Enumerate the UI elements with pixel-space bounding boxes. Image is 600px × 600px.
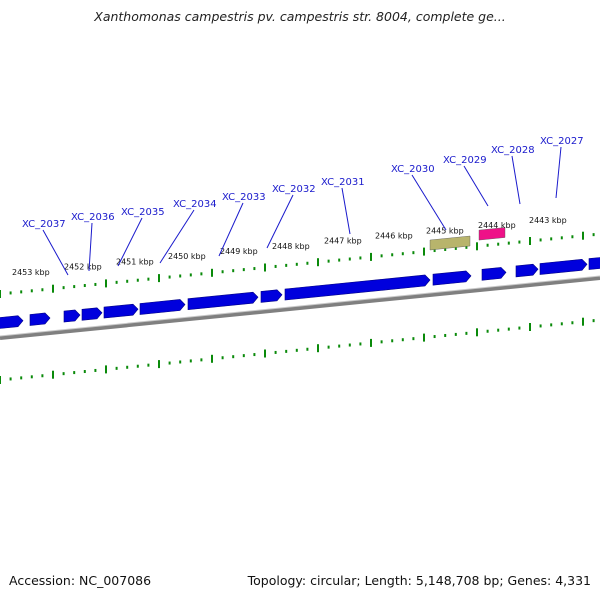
scale-label: 2452 kbp <box>64 263 102 272</box>
gene-arrow <box>0 315 24 329</box>
gene-label: XC_2029 <box>443 155 487 166</box>
gene-label: XC_2033 <box>222 192 266 203</box>
gene-leader-line <box>159 209 195 264</box>
gene-leader-line <box>411 174 447 231</box>
gene-leader-line <box>88 222 93 272</box>
scale-label: 2443 kbp <box>529 216 567 225</box>
gene-arrow <box>539 258 588 275</box>
gene-leader-line <box>463 165 489 207</box>
gene-leader-line <box>555 146 562 199</box>
gene-arrow <box>81 307 103 321</box>
gene-arrow <box>481 267 507 281</box>
scale-label: 2450 kbp <box>168 252 206 261</box>
gene-leader-line <box>117 217 143 267</box>
gene-leader-line <box>341 187 351 235</box>
gene-arrow <box>515 263 539 278</box>
gene-label: XC_2030 <box>391 164 435 175</box>
gene-arrow <box>63 309 81 323</box>
gene-label: XC_2034 <box>173 199 217 210</box>
scale-label: 2451 kbp <box>116 257 154 266</box>
backbone-highlight <box>0 275 600 337</box>
gene-arrow <box>284 274 431 301</box>
gene-label: XC_2027 <box>540 136 584 147</box>
gene-leader-line <box>266 194 294 249</box>
gene-label: XC_2035 <box>121 207 165 218</box>
scale-label: 2444 kbp <box>478 221 516 230</box>
scale-label: 2447 kbp <box>324 237 362 246</box>
scale-label: 2449 kbp <box>220 247 258 256</box>
gene-label: XC_2032 <box>272 184 316 195</box>
accession-label: Accession: NC_007086 <box>9 573 152 588</box>
rna-feature-olive <box>429 235 471 251</box>
gene-arrow <box>29 312 51 326</box>
genome-summary: Topology: circular; Length: 5,148,708 bp… <box>247 573 591 588</box>
gene-arrow <box>588 257 600 270</box>
gene-arrow <box>260 289 283 303</box>
scale-label: 2445 kbp <box>426 226 464 235</box>
scale-label: 2453 kbp <box>12 268 50 277</box>
gene-label: XC_2031 <box>321 177 365 188</box>
gene-label: XC_2037 <box>22 219 66 230</box>
rna-feature-pink <box>478 227 506 241</box>
gene-label: XC_2028 <box>491 145 535 156</box>
scale-label: 2446 kbp <box>375 232 413 241</box>
gene-leader-line <box>511 155 521 205</box>
scale-label: 2448 kbp <box>272 242 310 251</box>
gene-leader-line <box>42 229 69 276</box>
gene-label: XC_2036 <box>71 212 115 223</box>
map-title: Xanthomonas campestris pv. campestris st… <box>94 9 506 24</box>
gene-leader-line <box>218 202 244 257</box>
gene-arrow <box>432 270 472 286</box>
backbone-line <box>0 276 600 340</box>
gene-arrow <box>187 291 259 311</box>
gene-arrow <box>103 303 139 319</box>
gene-arrow <box>139 299 186 315</box>
